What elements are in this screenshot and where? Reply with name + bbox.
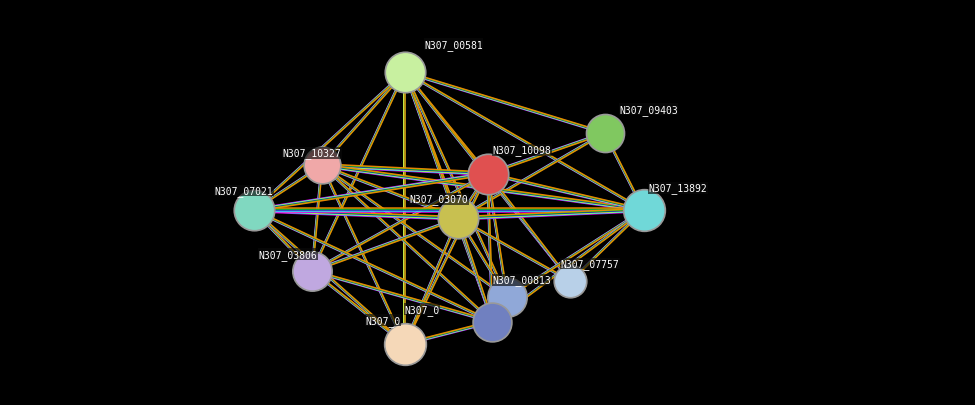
Text: N307_03806: N307_03806 xyxy=(258,249,317,260)
Point xyxy=(397,341,412,347)
Point xyxy=(314,163,330,169)
Point xyxy=(636,207,651,214)
Text: N307_10098: N307_10098 xyxy=(492,145,551,156)
Text: N307_00813: N307_00813 xyxy=(492,275,551,286)
Text: N307_09403: N307_09403 xyxy=(619,104,678,115)
Point xyxy=(597,130,612,137)
Text: N307_10327: N307_10327 xyxy=(283,148,341,159)
Text: N307_07021: N307_07021 xyxy=(214,185,273,196)
Text: N307_0: N307_0 xyxy=(366,315,401,326)
Point xyxy=(563,278,578,285)
Text: N307_03070: N307_03070 xyxy=(410,194,468,205)
Point xyxy=(450,215,466,222)
Point xyxy=(485,319,500,325)
Point xyxy=(246,207,261,214)
Point xyxy=(397,70,412,76)
Text: N307_00581: N307_00581 xyxy=(424,40,483,51)
Text: N307_13892: N307_13892 xyxy=(648,183,707,194)
Point xyxy=(480,171,495,177)
Text: N307_07757: N307_07757 xyxy=(561,258,619,269)
Point xyxy=(499,294,515,301)
Point xyxy=(304,268,320,275)
Text: N307_0: N307_0 xyxy=(405,304,440,315)
